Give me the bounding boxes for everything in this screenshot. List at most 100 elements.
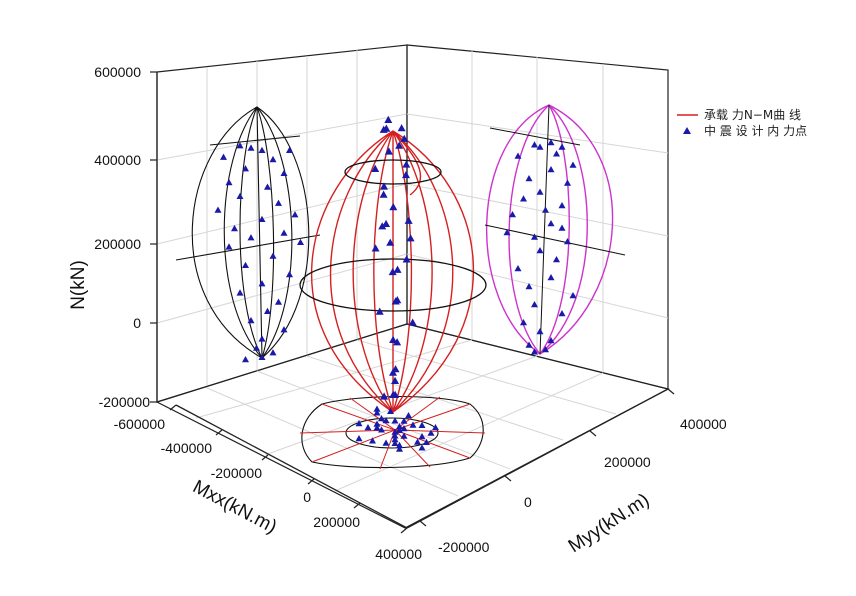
- data-point: [402, 255, 411, 263]
- legend-marker-swatch: [683, 127, 691, 134]
- envelope-meridian: [539, 104, 588, 355]
- data-point-projection-right: [525, 283, 533, 290]
- data-point-projection-left: [269, 349, 277, 356]
- data-point-projection-right: [558, 310, 566, 317]
- data-point-projection-right: [509, 211, 516, 218]
- surface-meridian: [392, 130, 454, 413]
- data-point-projection-right: [525, 341, 533, 348]
- z-tick-label: -200000: [99, 394, 151, 410]
- data-point-projection-left: [231, 224, 238, 232]
- data-point-projection-left: [269, 252, 277, 259]
- legend: 承载 力N−M曲 线 中 震 设 计 内 力点: [677, 108, 807, 138]
- data-point-projection-left: [286, 270, 293, 278]
- data-point-projection-left: [225, 178, 233, 186]
- data-point: [389, 368, 397, 376]
- data-point: [395, 141, 404, 149]
- z-tick-label: 400000: [94, 152, 141, 168]
- surface-meridian: [392, 130, 422, 196]
- data-point-projection-floor: [396, 445, 403, 452]
- data-point: [386, 238, 395, 246]
- data-point-projection-right: [536, 247, 544, 254]
- envelope-section: [489, 127, 581, 146]
- data-point-projection-right: [569, 292, 577, 299]
- data-point-projection-floor: [373, 424, 381, 431]
- data-point-projection-left: [264, 183, 271, 190]
- data-point-projection-right: [514, 265, 522, 272]
- data-point-projection-left: [258, 335, 266, 342]
- data-point-projection-right: [553, 256, 560, 263]
- data-point-projection-left: [242, 261, 249, 268]
- data-point-projection-right: [536, 188, 544, 195]
- data-point: [400, 134, 409, 142]
- floor-grid: [206, 387, 459, 497]
- envelope-axis: [539, 104, 550, 355]
- data-point-projection-left: [258, 353, 266, 360]
- data-point-projection-left: [236, 192, 244, 199]
- data-point-projection-floor: [387, 407, 394, 415]
- data-point-projection-floor: [423, 438, 430, 446]
- floor-grid: [356, 339, 617, 415]
- data-point-projection-floor: [418, 433, 426, 440]
- data-point: [371, 164, 380, 172]
- data-point-projection-floor: [391, 428, 399, 435]
- data-point-projection-left: [291, 211, 299, 218]
- surface-meridian: [392, 130, 413, 413]
- envelope-meridian: [256, 106, 293, 359]
- data-point-projection-left: [258, 280, 266, 287]
- data-point-projection-floor: [382, 439, 390, 446]
- y-tick-mark: [667, 388, 675, 395]
- data-point: [406, 234, 415, 242]
- data-point-projection-floor: [373, 405, 381, 412]
- legend-label-curve: 承载 力N−M曲 线: [704, 108, 801, 122]
- y-tick-mark: [419, 520, 427, 527]
- data-point-projection-floor: [391, 439, 399, 447]
- x-tick-label: -200000: [211, 465, 263, 481]
- x-tick-label: -400000: [161, 440, 213, 456]
- envelope-section: [209, 135, 301, 146]
- data-point-projection-right: [564, 179, 571, 186]
- data-point-projection-left: [258, 146, 266, 153]
- section-top: [344, 159, 442, 185]
- y-tick-label: 0: [524, 494, 532, 510]
- x-tick-mark: [169, 404, 177, 411]
- data-point-projection-floor: [405, 412, 412, 419]
- data-point-projection-left: [214, 206, 222, 213]
- data-point-projection-left: [253, 344, 260, 351]
- data-point: [393, 338, 402, 346]
- data-point-projection-left: [247, 316, 255, 324]
- section-ray: [394, 396, 441, 431]
- data-point-projection-right: [542, 206, 549, 213]
- tick-marks: [150, 71, 675, 534]
- floor-grid: [195, 339, 473, 419]
- data-point-projection-floor: [432, 424, 439, 431]
- data-point-projection-left: [269, 155, 277, 163]
- data-point-projection-left: [275, 199, 282, 206]
- z-tick-label: 600000: [94, 64, 141, 80]
- x-tick-mark: [261, 454, 269, 461]
- data-point-projection-left: [280, 169, 288, 176]
- data-point-projection-left: [286, 146, 293, 153]
- section-mid: [299, 258, 487, 312]
- data-point: [404, 216, 413, 224]
- data-point-projection-floor: [414, 438, 421, 445]
- z-tick-label: 200000: [94, 236, 141, 252]
- data-point-projection-floor: [391, 417, 399, 424]
- data-point-projection-right: [542, 346, 549, 353]
- envelope-section: [175, 234, 321, 261]
- left-wall-frame: [156, 44, 408, 403]
- data-point: [393, 265, 402, 273]
- data-point-projection-left: [280, 229, 288, 236]
- data-point-projection-left: [247, 234, 255, 241]
- envelope-meridian: [508, 104, 550, 355]
- y-tick-label: 200000: [604, 454, 651, 470]
- envelope-section: [484, 224, 626, 256]
- data-point: [384, 147, 393, 155]
- data-point-projection-right: [558, 143, 566, 150]
- data-point-projection-left: [297, 238, 304, 245]
- data-point-projection-left: [264, 307, 271, 314]
- z-axis-title: N(kN): [68, 260, 89, 310]
- data-point-projection-floor: [400, 425, 408, 432]
- x-axis-line: [175, 404, 408, 529]
- envelope-inner: [345, 417, 439, 449]
